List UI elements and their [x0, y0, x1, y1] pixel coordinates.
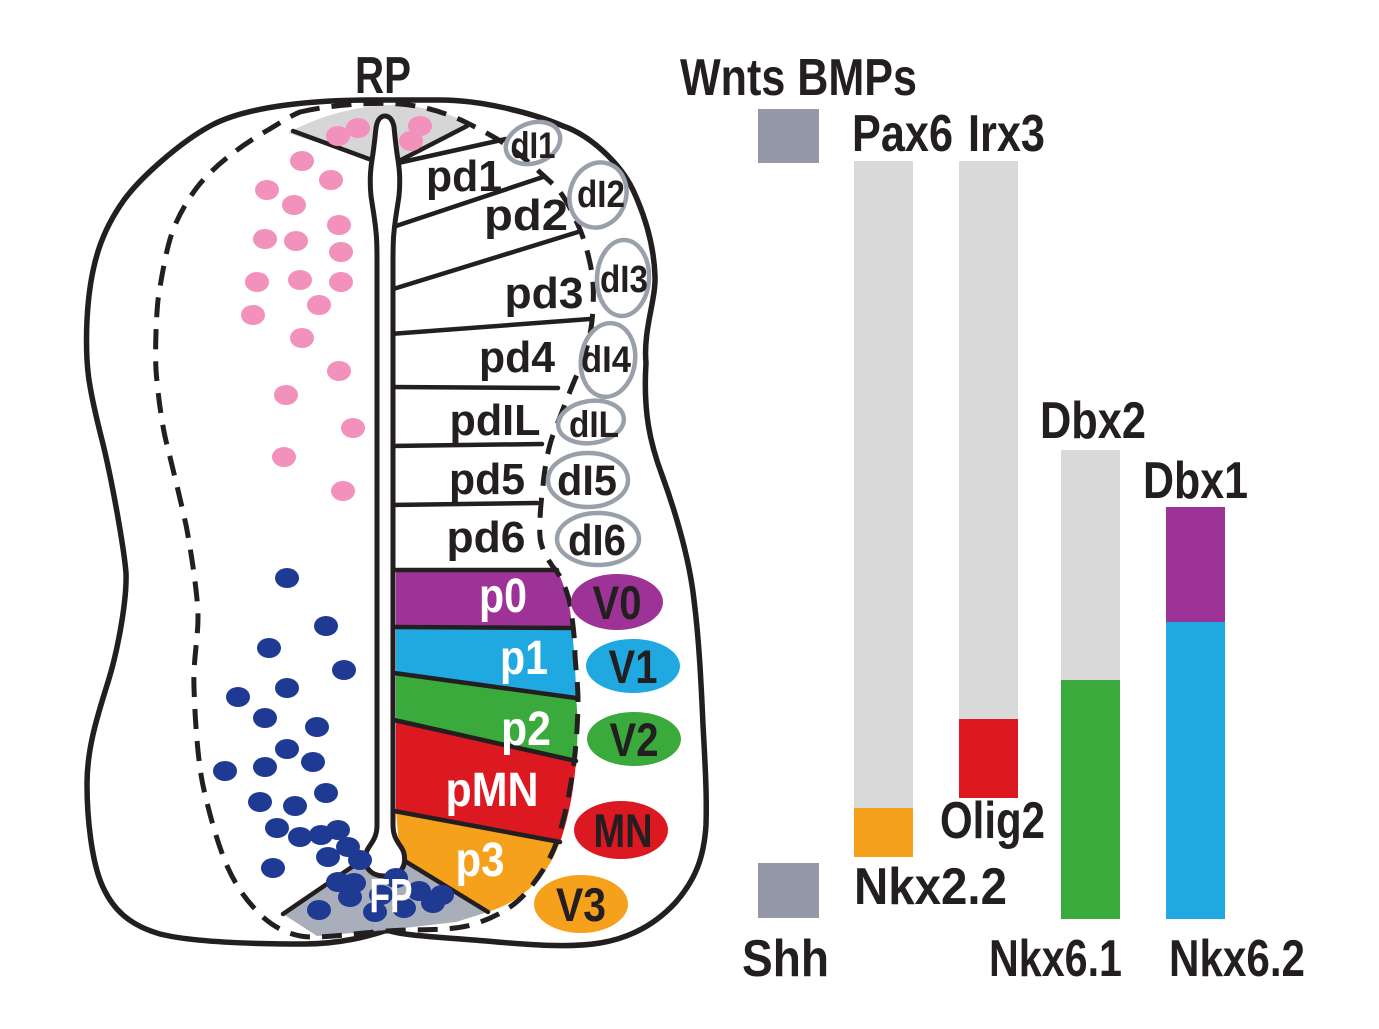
svg-text:RP: RP — [355, 47, 411, 105]
svg-text:dI4: dI4 — [581, 339, 631, 380]
svg-text:V0: V0 — [593, 576, 642, 629]
svg-text:pdIL: pdIL — [450, 396, 541, 445]
svg-text:dIL: dIL — [569, 404, 619, 445]
svg-text:V3: V3 — [556, 878, 606, 931]
svg-text:Dbx1: Dbx1 — [1143, 452, 1248, 510]
svg-text:dI5: dI5 — [557, 457, 617, 505]
svg-text:dI2: dI2 — [577, 174, 625, 216]
svg-text:pd4: pd4 — [479, 333, 556, 382]
svg-text:p0: p0 — [479, 570, 527, 623]
svg-text:pd2: pd2 — [484, 191, 568, 240]
svg-text:pd3: pd3 — [505, 269, 584, 318]
svg-text:pMN: pMN — [446, 764, 539, 817]
svg-text:Irx3: Irx3 — [968, 105, 1045, 163]
svg-text:FP: FP — [370, 870, 413, 923]
svg-text:Nkx2.2: Nkx2.2 — [854, 858, 1007, 916]
svg-text:pd6: pd6 — [447, 513, 526, 562]
svg-text:pd5: pd5 — [449, 455, 525, 504]
svg-text:dI6: dI6 — [568, 516, 626, 565]
svg-text:p3: p3 — [456, 834, 505, 887]
svg-text:p1: p1 — [500, 632, 548, 685]
svg-text:dI1: dI1 — [511, 125, 556, 166]
svg-text:MN: MN — [594, 804, 653, 857]
svg-text:V1: V1 — [609, 640, 658, 693]
svg-text:Shh: Shh — [742, 930, 829, 988]
svg-text:p2: p2 — [501, 703, 551, 756]
svg-text:Nkx6.2: Nkx6.2 — [1169, 930, 1305, 988]
svg-text:pd1: pd1 — [426, 152, 502, 201]
svg-text:Olig2: Olig2 — [940, 792, 1045, 850]
svg-text:Pax6: Pax6 — [852, 105, 953, 163]
svg-text:Dbx2: Dbx2 — [1040, 392, 1146, 450]
svg-text:Nkx6.1: Nkx6.1 — [989, 930, 1122, 988]
svg-text:Wnts BMPs: Wnts BMPs — [680, 49, 917, 107]
svg-text:V2: V2 — [610, 713, 659, 766]
svg-text:dI3: dI3 — [600, 259, 648, 301]
